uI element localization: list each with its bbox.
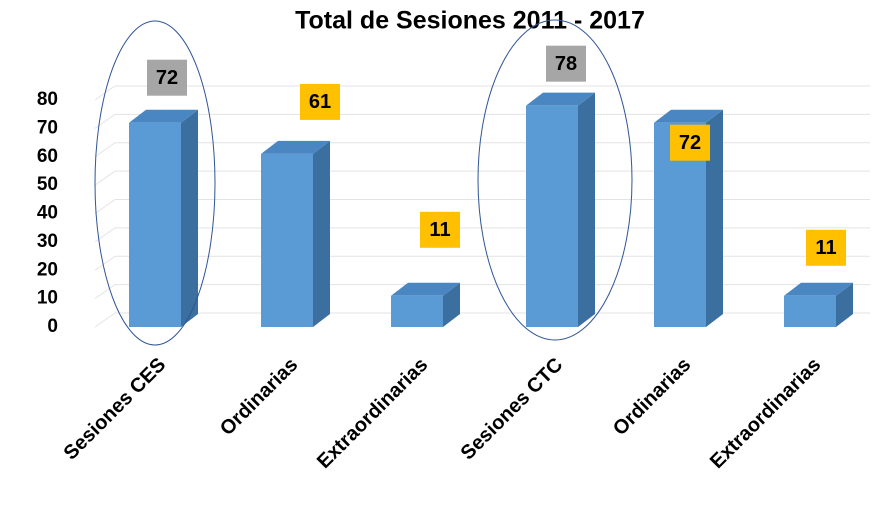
x-tick-label: Ordinarias	[216, 354, 302, 440]
bar-side	[443, 282, 460, 327]
y-tick-label: 80	[37, 89, 58, 110]
value-label-box	[147, 59, 187, 96]
bar-side	[181, 109, 198, 327]
value-label: 11	[429, 219, 450, 241]
bar-side	[313, 140, 330, 327]
bar-top	[654, 109, 723, 123]
value-label-box	[670, 124, 710, 161]
grid-line	[94, 227, 870, 243]
y-tick-label: 30	[37, 231, 58, 252]
x-tick-label: Extraordinarias	[706, 354, 825, 473]
bar	[391, 295, 443, 327]
bar-top	[526, 92, 595, 106]
grid: 0 10 20 30 40 50 60 70 80	[37, 85, 870, 337]
bar-side	[578, 92, 595, 327]
y-tick-label: 70	[37, 117, 58, 138]
x-tick-label: Sesiones CES	[60, 354, 171, 465]
grid-line	[94, 255, 870, 271]
value-label-box	[546, 45, 586, 82]
bar-side	[836, 282, 853, 327]
value-label-box	[300, 83, 340, 120]
bar	[784, 295, 836, 327]
bar-top	[784, 282, 853, 296]
grid-line	[94, 199, 870, 214]
x-tick-label: Sesiones CTC	[457, 354, 568, 465]
highlight-ellipse	[94, 20, 216, 346]
bar	[526, 105, 578, 327]
value-label: 61	[309, 91, 331, 113]
grid-line	[94, 170, 870, 186]
value-label-box	[420, 211, 460, 248]
y-tick-label: 40	[37, 203, 58, 224]
grid-line	[94, 142, 870, 158]
grid-line	[94, 113, 870, 129]
y-tick-label: 10	[37, 288, 58, 309]
bar-side	[706, 109, 723, 327]
chart-title: Total de Sesiones 2011 - 2017	[295, 7, 645, 35]
grid-line	[94, 284, 870, 300]
grid-line	[94, 85, 870, 101]
bar-top	[261, 140, 330, 154]
value-label: 72	[679, 132, 701, 154]
y-tick-label: 20	[37, 259, 58, 280]
value-label: 11	[815, 237, 836, 259]
value-label: 78	[555, 53, 577, 75]
bar-top	[391, 282, 460, 296]
bar	[261, 153, 313, 327]
x-tick-label: Ordinarias	[609, 354, 695, 440]
grid-line	[94, 312, 870, 328]
y-tick-label: 60	[37, 146, 58, 167]
bar	[129, 122, 181, 327]
highlight-ellipse	[477, 19, 633, 341]
y-tick-label: 0	[47, 316, 58, 337]
bar-top	[129, 109, 198, 123]
bars	[129, 92, 853, 327]
value-label: 72	[156, 67, 178, 89]
y-tick-label: 50	[37, 174, 58, 195]
x-tick-label: Extraordinarias	[313, 354, 432, 473]
value-label-box	[806, 229, 846, 266]
